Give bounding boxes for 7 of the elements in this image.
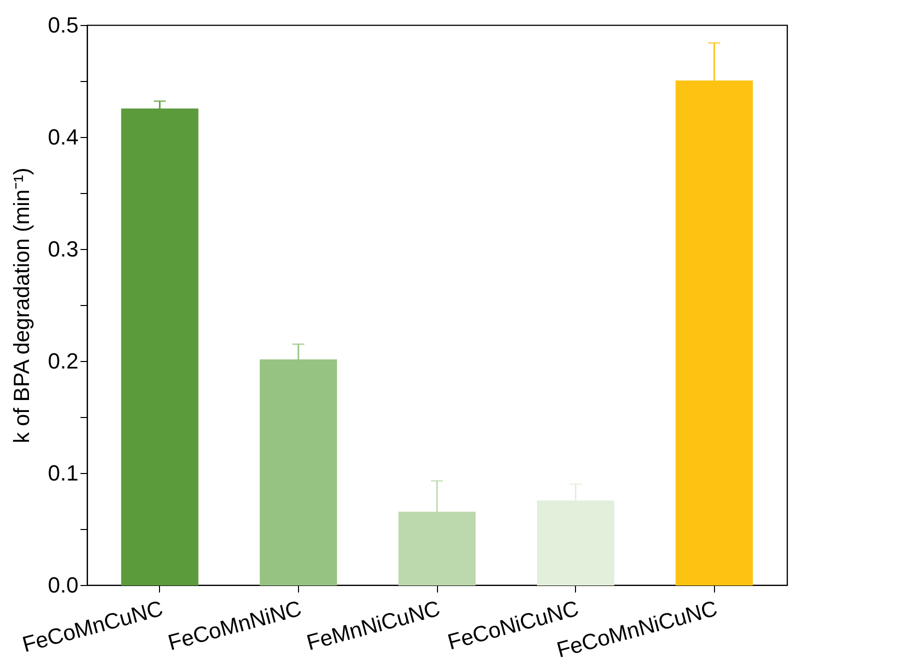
y-tick-label: 0.4 (48, 124, 78, 150)
y-tick-label: 0.0 (48, 572, 78, 598)
y-tick-label: 0.2 (48, 348, 78, 374)
y-tick-label: 0.3 (48, 236, 78, 262)
y-tick-label: 0.5 (48, 12, 78, 38)
y-tick-label: 0.1 (48, 460, 78, 486)
y-axis-title: k of BPA degradation (min⁻¹) (8, 168, 34, 444)
